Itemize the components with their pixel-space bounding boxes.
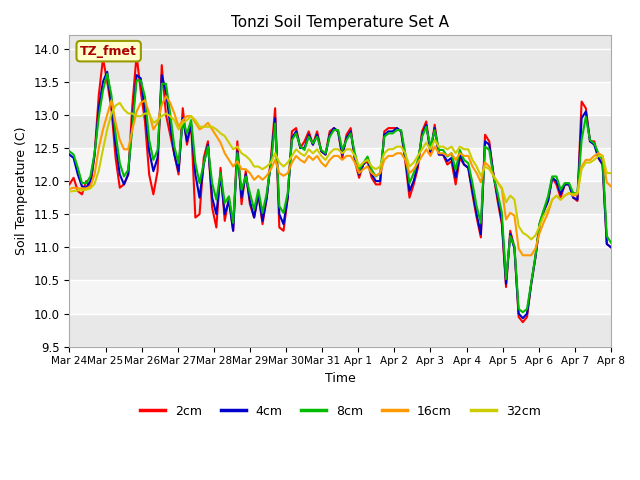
8cm <box>494 190 502 196</box>
Line: 8cm: 8cm <box>69 74 611 312</box>
Line: 32cm: 32cm <box>69 103 611 240</box>
2cm <box>494 198 502 204</box>
8cm <box>217 170 225 176</box>
4cm <box>351 155 359 161</box>
32cm <box>301 153 308 159</box>
2cm <box>427 152 435 157</box>
Line: 2cm: 2cm <box>69 55 611 322</box>
16cm <box>519 252 527 258</box>
8cm <box>519 310 527 315</box>
4cm <box>301 145 308 151</box>
Bar <box>69 48 611 82</box>
32cm <box>217 131 225 136</box>
8cm <box>351 150 359 156</box>
Bar <box>69 313 611 347</box>
16cm <box>494 180 502 185</box>
16cm <box>301 160 308 166</box>
Line: 4cm: 4cm <box>69 72 611 318</box>
Title: Tonzi Soil Temperature Set A: Tonzi Soil Temperature Set A <box>231 15 449 30</box>
8cm <box>427 144 435 149</box>
4cm <box>468 188 476 194</box>
4cm <box>519 315 527 321</box>
16cm <box>162 94 170 99</box>
Bar <box>69 82 611 115</box>
4cm <box>217 171 225 177</box>
8cm <box>65 148 73 154</box>
Legend: 2cm, 4cm, 8cm, 16cm, 32cm: 2cm, 4cm, 8cm, 16cm, 32cm <box>135 400 546 423</box>
32cm <box>527 237 535 242</box>
4cm <box>65 152 73 157</box>
Bar <box>69 280 611 313</box>
4cm <box>494 195 502 201</box>
8cm <box>103 71 111 77</box>
Line: 16cm: 16cm <box>69 96 611 255</box>
32cm <box>427 146 435 152</box>
8cm <box>301 147 308 153</box>
Bar <box>69 247 611 280</box>
8cm <box>468 180 476 186</box>
32cm <box>65 189 73 194</box>
16cm <box>65 186 73 192</box>
16cm <box>468 164 476 169</box>
Bar <box>69 148 611 181</box>
Bar <box>69 214 611 247</box>
Bar <box>69 115 611 148</box>
16cm <box>607 183 615 189</box>
32cm <box>351 153 359 159</box>
X-axis label: Time: Time <box>325 372 356 385</box>
2cm <box>468 192 476 197</box>
Y-axis label: Soil Temperature (C): Soil Temperature (C) <box>15 127 28 255</box>
16cm <box>427 153 435 159</box>
32cm <box>494 180 502 185</box>
2cm <box>301 138 308 144</box>
32cm <box>607 170 615 176</box>
4cm <box>103 69 111 75</box>
2cm <box>65 181 73 187</box>
2cm <box>607 244 615 250</box>
16cm <box>217 140 225 145</box>
32cm <box>468 157 476 163</box>
Text: TZ_fmet: TZ_fmet <box>80 45 137 58</box>
2cm <box>217 165 225 171</box>
4cm <box>427 148 435 154</box>
2cm <box>351 158 359 164</box>
32cm <box>116 100 124 106</box>
8cm <box>607 240 615 246</box>
Bar <box>69 181 611 214</box>
2cm <box>132 52 140 58</box>
2cm <box>519 319 527 325</box>
4cm <box>607 244 615 250</box>
16cm <box>351 160 359 166</box>
